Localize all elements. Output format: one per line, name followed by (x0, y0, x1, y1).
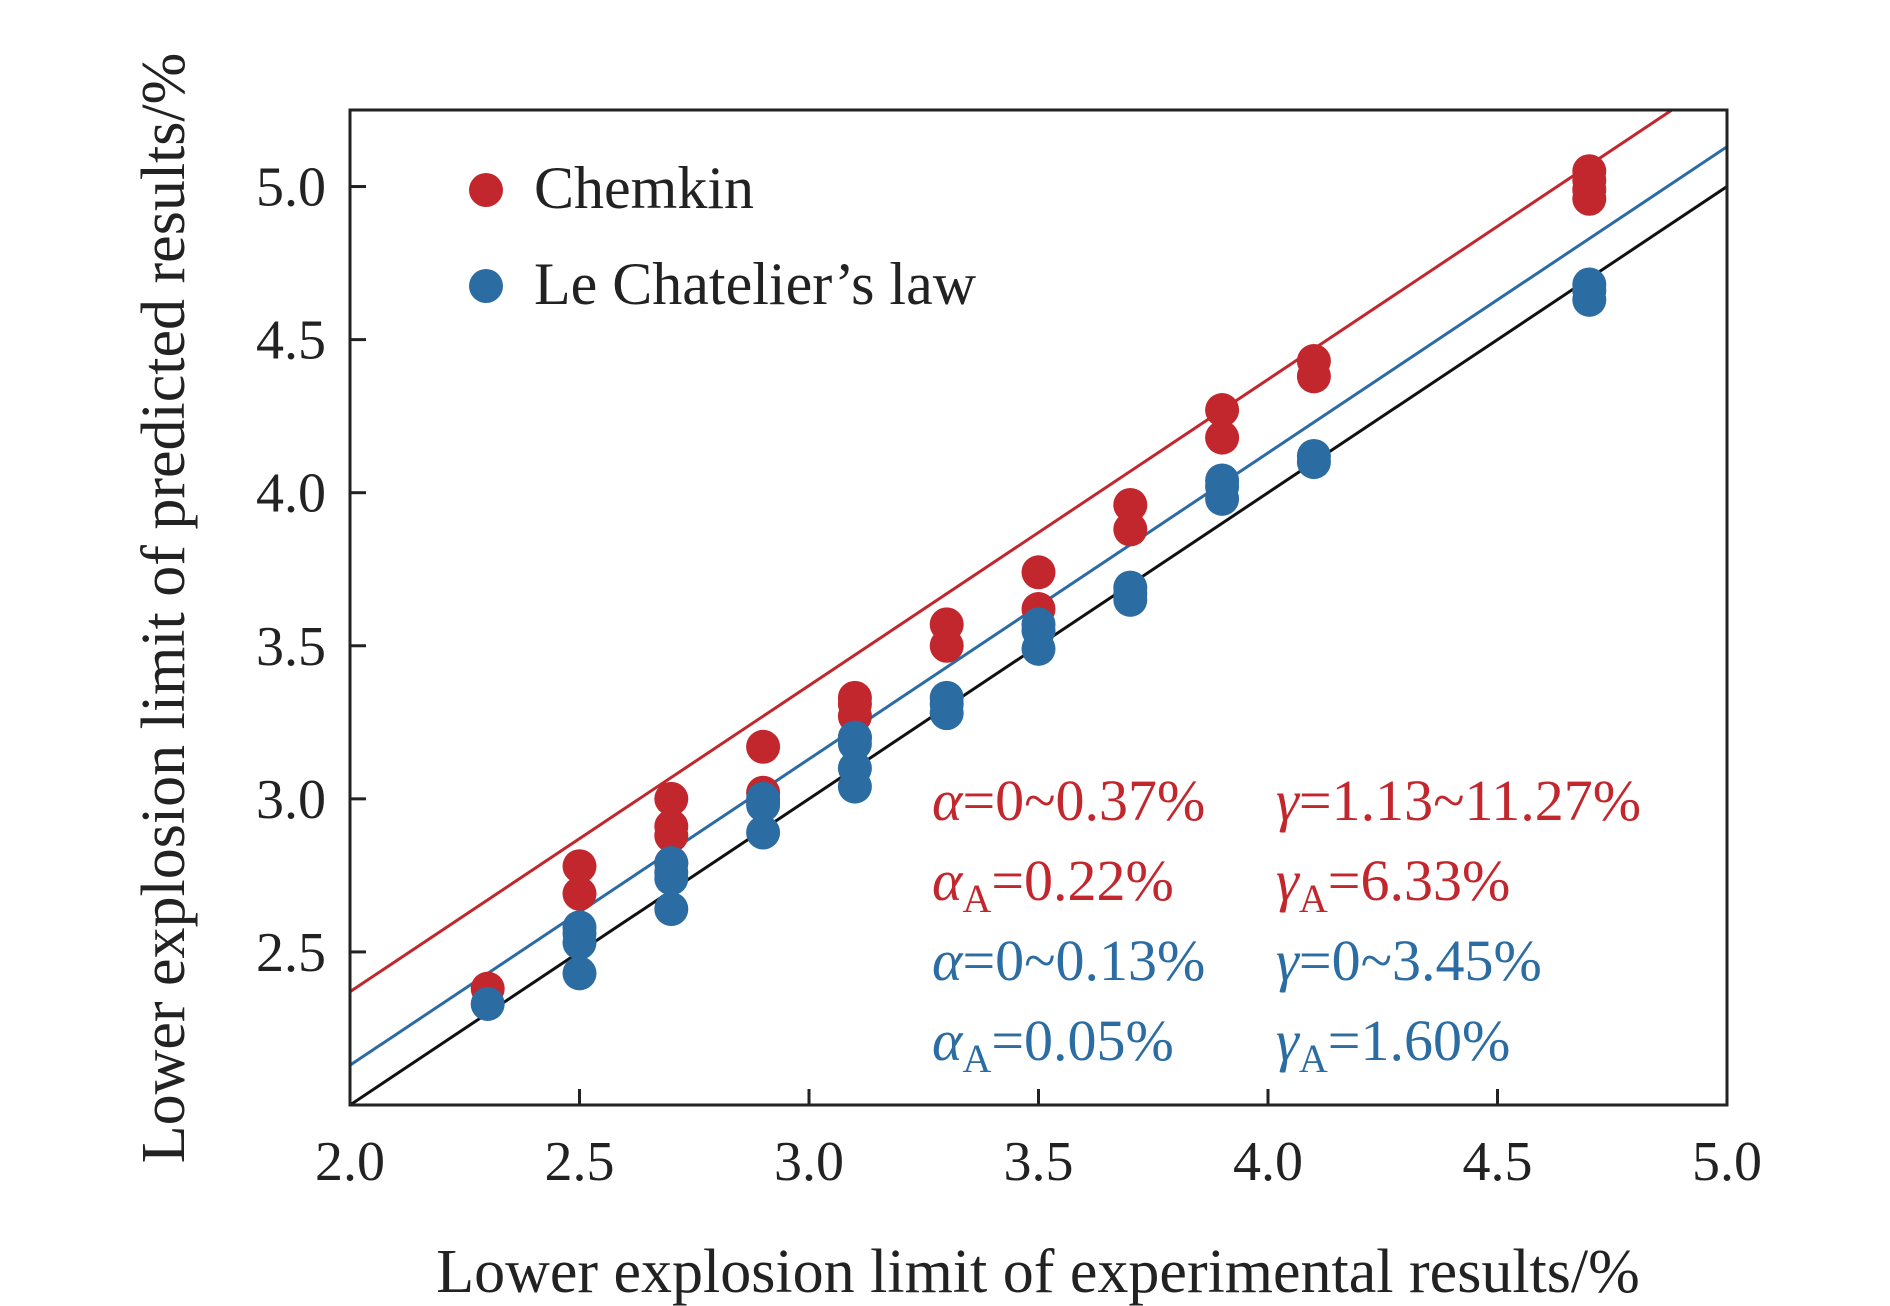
point-le-chatelier (654, 861, 689, 896)
point-chemkin (1205, 420, 1240, 455)
y-tick-label: 5.0 (256, 157, 326, 219)
x-tick-label: 4.0 (1233, 1131, 1303, 1193)
point-le-chatelier (929, 696, 964, 731)
x-tick-label: 4.5 (1463, 1131, 1533, 1193)
y-tick-label: 4.5 (256, 310, 326, 372)
point-le-chatelier (1572, 282, 1607, 317)
point-chemkin (1113, 512, 1148, 547)
annotation-alpha: α=0~0.13% (932, 928, 1205, 993)
point-chemkin (1113, 487, 1148, 522)
legend-marker-chemkin (469, 173, 503, 207)
point-le-chatelier (746, 815, 781, 850)
annotation-gamma: γ=0~3.45% (1276, 928, 1542, 993)
point-le-chatelier (562, 956, 597, 991)
point-le-chatelier (1021, 631, 1056, 666)
y-axis-label: Lower explosion limit of predicted resul… (130, 53, 198, 1164)
x-tick-label: 2.5 (545, 1131, 615, 1193)
point-chemkin (929, 628, 964, 663)
x-axis-ticks: 2.0 2.5 3.0 3.5 4.0 4.5 5.0 (315, 1089, 1762, 1193)
point-le-chatelier (1113, 582, 1148, 617)
point-chemkin (1021, 555, 1056, 590)
annotation-gamma: γA=1.60% (1276, 1008, 1510, 1081)
y-tick-label: 2.5 (256, 922, 326, 984)
y-tick-label: 3.0 (256, 769, 326, 831)
point-chemkin (1205, 393, 1240, 428)
y-tick-label: 3.5 (256, 616, 326, 678)
point-chemkin (1572, 181, 1607, 216)
point-chemkin (654, 818, 689, 853)
legend-item-le-chatelier: Le Chatelier’s law (469, 251, 977, 317)
point-le-chatelier (654, 892, 689, 927)
point-le-chatelier (1205, 481, 1240, 516)
point-le-chatelier (837, 726, 872, 761)
point-le-chatelier (837, 769, 872, 804)
legend: Chemkin Le Chatelier’s law (469, 155, 977, 317)
legend-label-chemkin: Chemkin (534, 155, 754, 221)
annotation-gamma: γ=1.13~11.27% (1276, 768, 1641, 833)
point-le-chatelier (470, 986, 505, 1021)
point-chemkin (1296, 359, 1331, 394)
annotation-alpha: α=0~0.37% (932, 768, 1205, 833)
fit-line-chemkin (350, 110, 1675, 993)
point-chemkin (746, 729, 781, 764)
x-tick-label: 5.0 (1692, 1131, 1762, 1193)
point-le-chatelier (562, 925, 597, 960)
x-tick-label: 3.0 (774, 1131, 844, 1193)
x-axis-label: Lower explosion limit of experimental re… (436, 1238, 1640, 1306)
annotation-gamma: γA=6.33% (1276, 848, 1510, 921)
point-chemkin (654, 781, 689, 816)
annotation-alpha: αA=0.22% (932, 848, 1174, 921)
point-le-chatelier (1296, 445, 1331, 480)
legend-item-chemkin: Chemkin (469, 155, 754, 221)
legend-label-le-chatelier: Le Chatelier’s law (534, 251, 977, 317)
legend-marker-le-chatelier (469, 269, 503, 303)
point-chemkin (562, 849, 597, 884)
annotation-alpha: αA=0.05% (932, 1008, 1174, 1081)
y-tick-label: 4.0 (256, 463, 326, 525)
x-tick-label: 3.5 (1004, 1131, 1074, 1193)
x-tick-label: 2.0 (315, 1131, 385, 1193)
error-annotations: α=0~0.37% γ=1.13~11.27% αA=0.22% γA=6.33% α=… (932, 768, 1641, 1081)
y-axis-ticks: 2.5 3.0 3.5 4.0 4.5 5.0 (256, 157, 366, 984)
data-points (470, 154, 1607, 1021)
point-chemkin (562, 876, 597, 911)
point-le-chatelier (746, 787, 781, 822)
